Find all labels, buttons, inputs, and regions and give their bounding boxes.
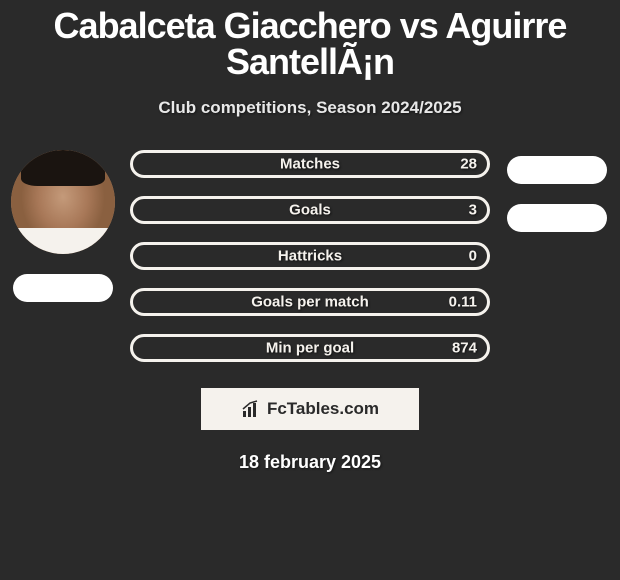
stat-value: 28 [460,156,477,173]
comparison-date: 18 february 2025 [0,452,620,473]
brand-badge[interactable]: FcTables.com [201,388,419,430]
right-player-flag-1 [507,156,607,184]
left-player-flag [13,274,113,302]
stat-value: 3 [469,202,477,219]
stat-label: Goals per match [251,294,369,311]
stats-list: Matches 28 Goals 3 Hattricks 0 Goals per… [130,146,490,362]
comparison-title: Cabalceta Giacchero vs Aguirre SantellÃ¡… [0,8,620,80]
stat-row-goals-per-match: Goals per match 0.11 [130,288,490,316]
right-player-flag-2 [507,204,607,232]
stat-label: Hattricks [278,248,342,265]
left-player-avatar [11,150,115,254]
stat-label: Goals [289,202,331,219]
left-player-column [8,146,118,302]
stat-label: Matches [280,156,340,173]
stat-value: 0.11 [449,294,477,311]
stat-row-goals: Goals 3 [130,196,490,224]
stat-row-matches: Matches 28 [130,150,490,178]
right-player-column [502,146,612,232]
chart-icon [241,399,261,419]
stat-row-hattricks: Hattricks 0 [130,242,490,270]
brand-text: FcTables.com [267,399,379,419]
stat-value: 874 [452,340,477,357]
stat-row-min-per-goal: Min per goal 874 [130,334,490,362]
stat-value: 0 [469,248,477,265]
season-subtitle: Club competitions, Season 2024/2025 [0,98,620,118]
stat-label: Min per goal [266,340,354,357]
